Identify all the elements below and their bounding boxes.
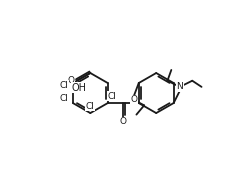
Text: Cl: Cl [86,102,95,111]
Text: Cl: Cl [60,81,69,90]
Text: Cl: Cl [60,94,69,103]
Text: Cl: Cl [107,92,116,101]
Text: OH: OH [72,83,87,93]
Text: O: O [130,95,138,105]
Text: N: N [176,82,183,91]
Text: O: O [67,76,74,85]
Text: O: O [120,117,127,126]
